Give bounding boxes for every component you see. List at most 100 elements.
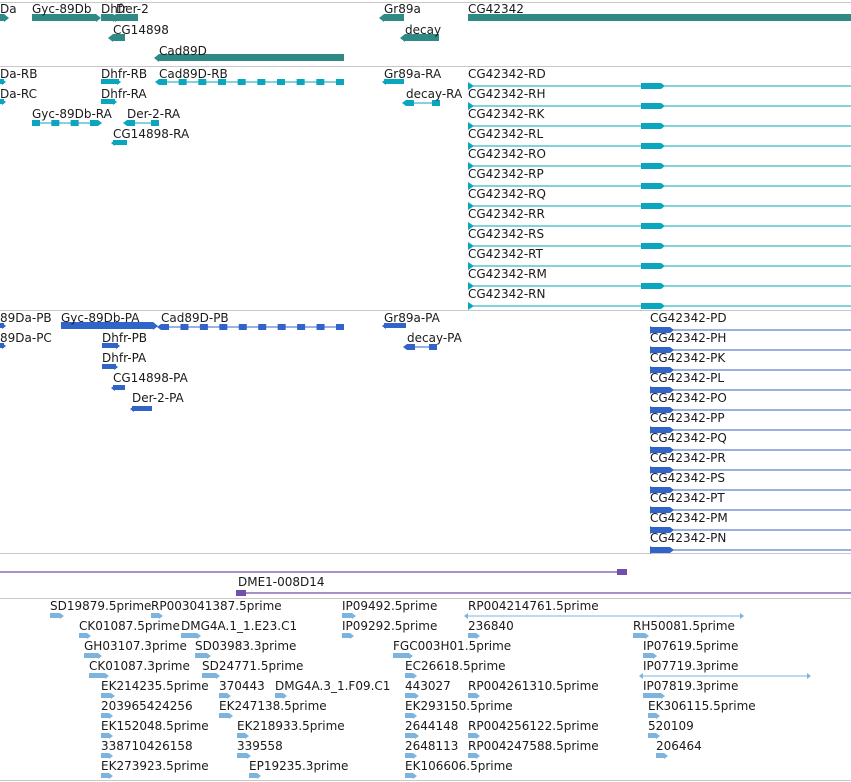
feature[interactable]: Der-2 <box>111 2 149 22</box>
feature[interactable]: Dhfr-PA <box>102 351 147 370</box>
feature[interactable]: 338710426158 <box>101 739 193 759</box>
feature[interactable]: IP09292.5prime <box>342 619 437 639</box>
feature[interactable]: 89Da-PC <box>0 331 52 349</box>
feature[interactable]: Der-2-RA <box>123 107 181 126</box>
feature[interactable]: CG42342-PL <box>650 371 851 394</box>
feature[interactable]: Dhfr-PB <box>102 331 147 349</box>
feature[interactable]: RH50081.5prime <box>633 619 735 639</box>
feature[interactable]: CG42342-PK <box>650 351 851 374</box>
feature[interactable]: Dhfr-RB <box>101 67 147 85</box>
feature[interactable]: RP004261310.5prime <box>468 679 599 699</box>
feature[interactable]: Cad89D-PB <box>157 311 344 330</box>
feature[interactable]: decay <box>400 23 441 42</box>
feature[interactable]: DMG4A.1_1.E23.C1 <box>181 619 297 639</box>
feature[interactable]: decay-RA <box>402 87 463 106</box>
feature[interactable]: SD24771.5prime <box>202 659 303 679</box>
feature[interactable] <box>0 569 627 575</box>
feature[interactable]: Cad89D-RB <box>155 67 344 85</box>
feature[interactable]: 2648113 <box>405 739 458 759</box>
feature[interactable]: Gyc-89Db-RA <box>32 107 113 126</box>
feature[interactable]: EK273923.5prime <box>101 759 209 779</box>
feature[interactable]: Cad89D <box>154 44 344 62</box>
feature[interactable]: CG42342-PD <box>650 311 851 334</box>
feature[interactable]: DMG4A.3_1.F09.C1 <box>275 679 390 699</box>
feature[interactable]: GH03107.3prime <box>84 639 187 659</box>
feature[interactable]: Gyc-89Db <box>32 2 101 22</box>
feature[interactable]: CK01087.3prime <box>89 659 190 679</box>
feature[interactable]: EK152048.5prime <box>101 719 209 739</box>
feature[interactable]: 236840 <box>468 619 514 639</box>
feature[interactable]: IP07719.3prime <box>639 659 811 679</box>
feature-label: CG42342-RL <box>468 127 544 141</box>
feature[interactable]: IP07619.5prime <box>643 639 738 659</box>
feature[interactable]: 203965424256 <box>101 699 193 719</box>
feature[interactable]: DME1-008D14 <box>236 575 851 596</box>
feature[interactable]: Dhfr-RA <box>101 87 147 105</box>
feature[interactable]: Gr89a-PA <box>382 311 441 329</box>
feature[interactable]: SD19879.5prime <box>50 599 151 619</box>
feature[interactable]: CG42342-PP <box>650 411 851 434</box>
feature[interactable]: CG42342-RL <box>468 127 851 150</box>
feature[interactable]: CG42342-RM <box>468 267 851 290</box>
feature[interactable]: CG42342-PO <box>650 391 851 414</box>
feature[interactable]: 89Da-PB <box>0 311 52 329</box>
feature[interactable]: SD03983.3prime <box>195 639 296 659</box>
feature[interactable]: CG14898 <box>108 23 169 42</box>
feature[interactable]: EK293150.5prime <box>405 699 513 719</box>
feature[interactable]: Da-RC <box>0 87 37 105</box>
feature[interactable]: Gyc-89Db-PA <box>61 311 158 330</box>
feature[interactable]: IP09492.5prime <box>342 599 437 619</box>
feature[interactable]: CG42342 <box>468 2 851 21</box>
feature[interactable]: EP19235.3prime <box>249 759 348 779</box>
feature[interactable]: 339558 <box>237 739 283 759</box>
feature[interactable]: EK218933.5prime <box>237 719 345 739</box>
feature[interactable]: 370443 <box>219 679 265 699</box>
feature[interactable]: CG42342-RR <box>468 207 851 230</box>
feature[interactable]: 443027 <box>405 679 451 699</box>
feature[interactable]: CG42342-RS <box>468 227 851 250</box>
feature[interactable]: CG14898-PA <box>111 371 189 391</box>
feature[interactable]: CG42342-RD <box>468 67 851 90</box>
feature[interactable]: CG42342-PR <box>650 451 851 474</box>
feature[interactable]: RP004256122.5prime <box>468 719 599 739</box>
feature[interactable]: CG42342-RK <box>468 107 851 130</box>
feature[interactable]: CG42342-PN <box>650 531 851 554</box>
feature[interactable]: FGC003H01.5prime <box>393 639 511 659</box>
feature[interactable]: CG42342-PH <box>650 331 851 354</box>
feature[interactable]: EK306115.5prime <box>648 699 756 719</box>
feature[interactable]: decay-PA <box>403 331 463 350</box>
feature[interactable]: 520109 <box>648 719 694 739</box>
feature[interactable]: CG42342-PQ <box>650 431 851 454</box>
feature[interactable]: CG42342-RQ <box>468 187 851 210</box>
feature[interactable]: Da-RB <box>0 67 38 85</box>
feature[interactable]: IP07819.3prime <box>643 679 738 699</box>
feature[interactable]: EK247138.5prime <box>219 699 327 719</box>
feature[interactable]: Gr89a <box>379 2 421 22</box>
feature[interactable]: Gr89a-RA <box>382 67 442 85</box>
feature[interactable]: EC26618.5prime <box>405 659 506 679</box>
feature-glyph <box>195 653 211 659</box>
feature[interactable]: CK01087.5prime <box>79 619 180 639</box>
feature[interactable]: CG42342-PS <box>650 471 851 494</box>
feature[interactable]: EK214235.5prime <box>101 679 209 699</box>
feature[interactable]: Da <box>0 2 17 22</box>
feature[interactable]: 206464 <box>656 739 702 759</box>
feature[interactable]: RP003041387.5prime <box>151 599 282 619</box>
feature[interactable]: CG42342-PM <box>650 511 851 534</box>
feature-glyph <box>650 546 851 554</box>
feature-label: 370443 <box>219 679 265 693</box>
feature[interactable]: CG42342-RP <box>468 167 851 190</box>
feature[interactable]: Der-2-PA <box>130 391 185 412</box>
feature-glyph <box>650 506 851 514</box>
feature[interactable]: RP004214761.5prime <box>464 599 744 619</box>
feature[interactable]: CG42342-RN <box>468 287 851 310</box>
feature[interactable]: CG14898-RA <box>111 127 190 146</box>
feature[interactable]: CG42342-PT <box>650 491 851 514</box>
feature-glyph <box>219 693 231 699</box>
feature[interactable]: RP004247588.5prime <box>468 739 599 759</box>
feature[interactable]: EK106606.5prime <box>405 759 513 779</box>
feature[interactable]: 2644148 <box>405 719 458 739</box>
feature[interactable]: CG42342-RO <box>468 147 851 170</box>
feature[interactable]: CG42342-RT <box>468 247 851 270</box>
feature[interactable]: CG42342-RH <box>468 87 851 110</box>
